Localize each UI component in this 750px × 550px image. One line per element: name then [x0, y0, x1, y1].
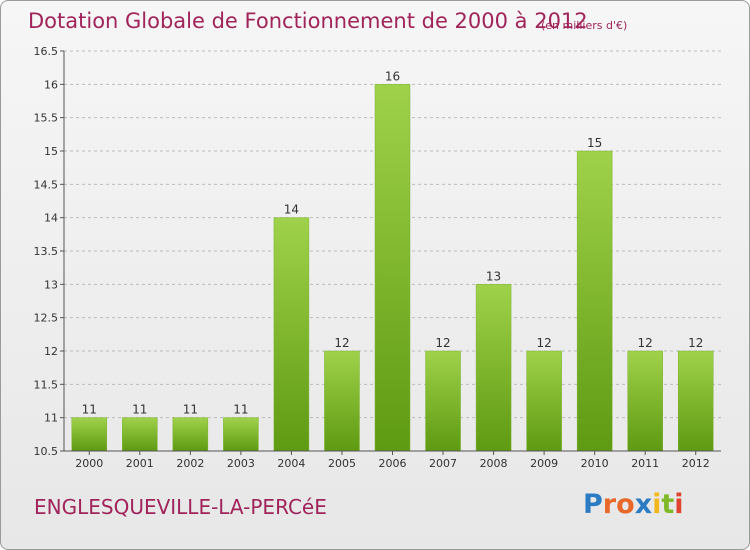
data-label: 12: [435, 336, 450, 350]
bar-2012: [677, 350, 714, 452]
y-tick-label: 16: [44, 78, 58, 91]
data-label: 12: [334, 336, 349, 350]
x-tick-label: 2012: [682, 457, 710, 470]
x-tick-label: 2000: [75, 457, 103, 470]
x-tick-label: 2005: [328, 457, 356, 470]
axes: [60, 50, 721, 455]
bar-2002: [172, 417, 209, 452]
chart-title: Dotation Globale de Fonctionnement de 20…: [28, 9, 588, 33]
data-label: 11: [183, 403, 198, 417]
x-tick-label: 2004: [277, 457, 305, 470]
bar-2005: [324, 350, 360, 452]
bar-2003: [223, 417, 259, 452]
y-tick-label: 13: [44, 278, 58, 291]
x-tick-label: 2010: [581, 457, 609, 470]
proxiti-logo: Proxiti: [583, 489, 684, 520]
logo-letter: o: [616, 489, 635, 520]
data-label: 12: [638, 336, 653, 350]
y-tick-label: 11: [44, 412, 58, 425]
y-tick-label: 11.5: [34, 378, 59, 391]
bars: [71, 84, 714, 452]
bar-2001: [122, 417, 158, 452]
logo-letter: t: [661, 489, 675, 520]
bar-2007: [425, 350, 461, 452]
logo-letter: i: [652, 489, 662, 520]
x-tick-label: 2006: [379, 457, 407, 470]
bar-2011: [627, 350, 663, 452]
data-label: 14: [284, 203, 299, 217]
x-tick-label: 2009: [530, 457, 558, 470]
y-tick-label: 14.5: [34, 178, 59, 191]
x-tick-label: 2007: [429, 457, 457, 470]
bar-2006: [374, 84, 411, 452]
data-label: 15: [587, 136, 602, 150]
x-tick-label: 2001: [126, 457, 154, 470]
x-tick-label: 2011: [631, 457, 659, 470]
y-tick-label: 16.5: [34, 45, 59, 58]
bar-2008: [475, 284, 512, 452]
data-labels: 11 11 11 11 14 12 16 12 13 12 15 12 12: [82, 69, 704, 416]
data-label: 16: [385, 69, 400, 83]
x-tick-label: 2002: [176, 457, 204, 470]
y-tick-label: 15: [44, 145, 58, 158]
bar-2009: [526, 350, 562, 452]
y-tick-labels: 10.5 11 11.5 12 12.5 13 13.5 14 14.5 15 15.5 16 16.5: [34, 45, 59, 458]
x-tick-label: 2008: [480, 457, 508, 470]
data-label: 11: [233, 403, 248, 417]
y-tick-label: 12.5: [34, 312, 59, 325]
data-label: 12: [536, 336, 551, 350]
logo-letter: x: [634, 489, 653, 520]
logo-letter: P: [583, 489, 603, 520]
bar-2010: [576, 150, 613, 452]
data-label: 12: [688, 336, 703, 350]
data-label: 13: [486, 269, 501, 283]
y-tick-label: 12: [44, 345, 58, 358]
y-tick-label: 13.5: [34, 245, 59, 258]
y-tick-label: 15.5: [34, 112, 59, 125]
bar-2000: [71, 417, 108, 452]
y-tick-label: 14: [44, 212, 58, 225]
bar-2004: [273, 217, 310, 452]
logo-letter: i: [674, 489, 684, 520]
chart-unit: (en milliers d'€): [541, 19, 628, 32]
x-tick-labels: 2000 2001 2002 2003 2004 2005 2006 2007 2008 2009…: [75, 457, 709, 470]
x-tick-label: 2003: [227, 457, 255, 470]
data-label: 11: [82, 403, 97, 417]
commune-name: ENGLESQUEVILLE-LA-PERCéE: [34, 495, 327, 519]
data-label: 11: [132, 403, 147, 417]
logo-letter: r: [602, 489, 617, 520]
y-tick-label: 10.5: [34, 445, 59, 458]
